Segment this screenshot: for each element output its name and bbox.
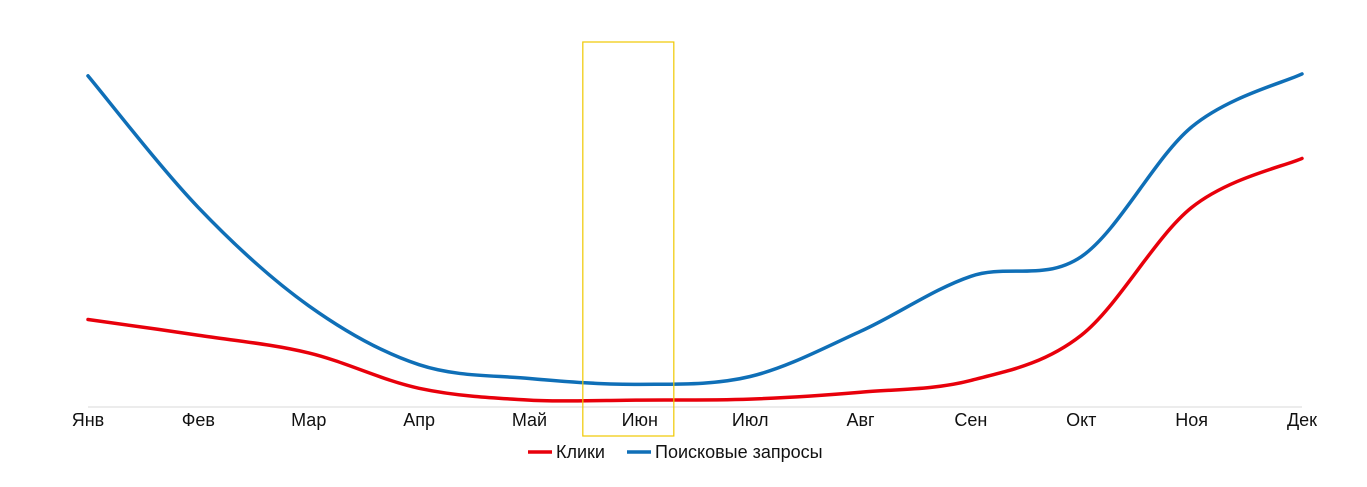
x-tick-label: Сен (954, 410, 987, 430)
x-tick-label: Мар (291, 410, 326, 430)
x-tick-label: Апр (403, 410, 435, 430)
series-layer (86, 72, 1304, 403)
x-tick-label: Май (512, 410, 547, 430)
x-tick-label: Фев (182, 410, 215, 430)
x-tick-label: Окт (1066, 410, 1096, 430)
x-tick-label: Июл (732, 410, 769, 430)
legend-label: Клики (556, 442, 605, 462)
x-tick-label: Ноя (1175, 410, 1208, 430)
x-axis-ticks: Янв Фев Мар Апр Май Июн Июл Авг Сен Окт Ноя Дек (72, 410, 1317, 430)
series-line-1 (86, 72, 1304, 387)
series-line-0 (86, 156, 1304, 403)
highlight-box (582, 41, 675, 437)
legend-label: Поисковые запросы (655, 442, 823, 462)
legend: Клики Поисковые запросы (528, 442, 823, 462)
x-tick-label: Дек (1287, 410, 1317, 430)
x-tick-label: Авг (846, 410, 875, 430)
x-tick-label: Июн (622, 410, 658, 430)
x-tick-label: Янв (72, 410, 105, 430)
